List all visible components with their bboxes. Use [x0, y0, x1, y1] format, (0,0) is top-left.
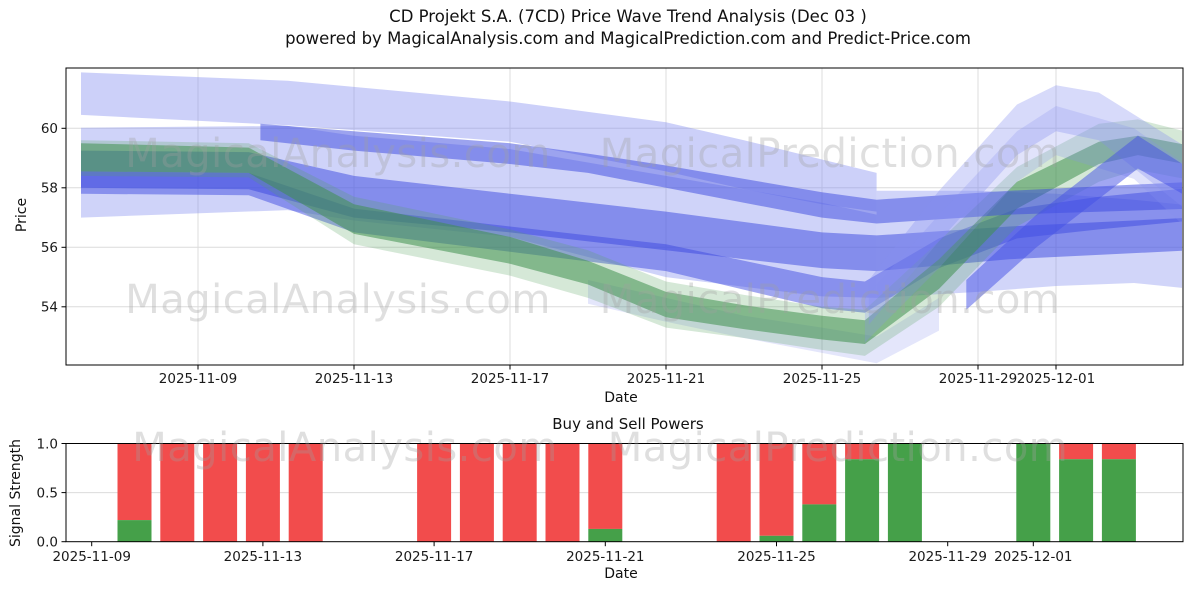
sell-bar-segment — [1101, 443, 1136, 460]
signal-y-axis-label: Signal Strength — [8, 439, 24, 548]
sell-bar-segment — [459, 443, 494, 542]
signal-x-tick-label: 2025-11-17 — [395, 549, 473, 565]
signal-chart-title: Buy and Sell Powers — [552, 415, 704, 433]
price-y-tick-label: 60 — [41, 121, 58, 137]
price-x-tick-label: 2025-11-25 — [783, 371, 861, 387]
sell-bar-segment — [117, 443, 152, 521]
signal-x-tick-label: 2025-11-09 — [52, 549, 130, 565]
price-band-top-big-light — [81, 72, 877, 212]
buy-bar-segment — [588, 528, 623, 542]
sell-bar-segment — [759, 443, 794, 536]
sell-bar-segment — [160, 443, 195, 542]
buy-bar-segment — [802, 504, 837, 542]
buy-bar-segment — [1016, 443, 1051, 542]
price-y-axis-label: Price — [14, 197, 30, 233]
price-band-royal-lower — [81, 171, 1182, 313]
signal-y-tick-label: 0.0 — [37, 535, 58, 551]
sell-bar-segment — [417, 443, 452, 542]
sell-bar-segment — [502, 443, 537, 542]
price-x-tick-label: 2025-11-09 — [159, 371, 237, 387]
price-y-tick-label: 54 — [41, 300, 58, 316]
price-x-axis-label: Date — [604, 390, 638, 406]
sell-bar-segment — [716, 443, 751, 542]
sell-bar-segment — [288, 443, 323, 542]
buy-bar-segment — [117, 520, 152, 542]
price-y-tick-label: 58 — [41, 181, 58, 197]
buy-bar-segment — [845, 459, 880, 542]
price-x-tick-label: 2025-11-13 — [315, 371, 393, 387]
sell-bar-segment — [802, 443, 837, 505]
signal-x-tick-label: 2025-11-25 — [737, 549, 815, 565]
buy-bar-segment — [887, 443, 922, 542]
price-x-tick-label: 2025-12-01 — [1017, 371, 1095, 387]
sell-bar-segment — [845, 443, 880, 460]
price-band-royal-top-stripe — [260, 123, 1182, 224]
sell-bar-segment — [1059, 443, 1094, 460]
signal-x-axis-label: Date — [604, 566, 638, 582]
sell-bar-segment — [588, 443, 623, 529]
buy-bar-segment — [1059, 459, 1094, 542]
price-plot-border — [65, 67, 1184, 366]
price-band-fan-light-inner — [868, 85, 1182, 325]
price-x-tick-label: 2025-11-21 — [627, 371, 705, 387]
sell-bar-segment — [545, 443, 580, 542]
signal-x-tick-label: 2025-11-29 — [908, 549, 986, 565]
price-band-royal-steep-riser — [966, 135, 1182, 310]
sell-bar-segment — [203, 443, 238, 542]
main-title: CD Projekt S.A. (7CD) Price Wave Trend A… — [389, 7, 867, 26]
signal-x-tick-label: 2025-11-13 — [224, 549, 302, 565]
price-x-tick-label: 2025-11-29 — [939, 371, 1017, 387]
signal-y-tick-label: 1.0 — [37, 436, 58, 452]
signal-x-tick-label: 2025-12-01 — [994, 549, 1072, 565]
buy-bar-segment — [1101, 459, 1136, 542]
signal-x-tick-label: 2025-11-21 — [566, 549, 644, 565]
main-subtitle: powered by MagicalAnalysis.com and Magic… — [285, 29, 971, 48]
price-x-tick-label: 2025-11-17 — [471, 371, 549, 387]
buy-bar-segment — [759, 535, 794, 542]
signal-y-tick-label: 0.5 — [37, 485, 58, 501]
price-band-green-main — [81, 135, 1182, 344]
figure-title-block: CD Projekt S.A. (7CD) Price Wave Trend A… — [56, 6, 1200, 50]
price-y-tick-label: 56 — [41, 240, 58, 256]
price-band-royal-upper — [81, 150, 1182, 272]
sell-bar-segment — [245, 443, 280, 542]
